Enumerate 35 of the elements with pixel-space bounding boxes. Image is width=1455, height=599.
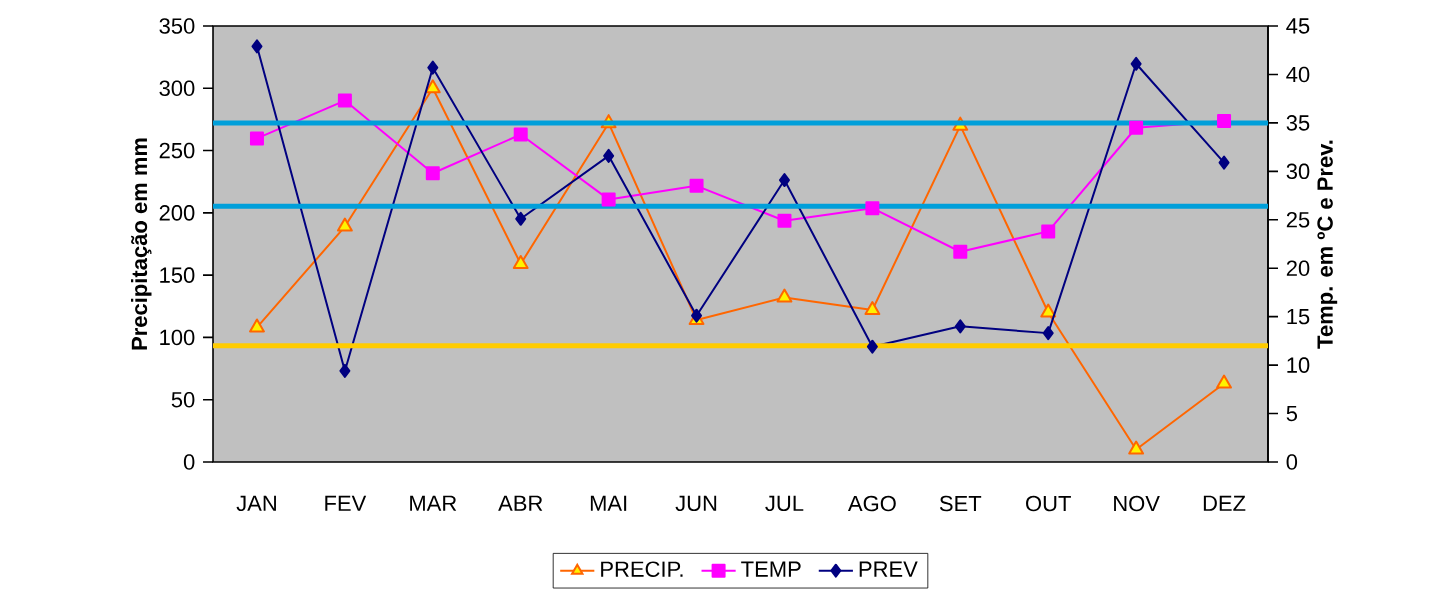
- y2-tick-label: 25: [1286, 212, 1310, 228]
- x-tick-label: JUN: [675, 495, 717, 512]
- x-tick-label: NOV: [1114, 495, 1160, 512]
- y2-axis-title: Temp. em ºC e Prev.: [1317, 140, 1338, 349]
- y-tick-label: 100: [160, 329, 195, 346]
- y-tick-label: 150: [160, 267, 195, 283]
- y-axis-title: Precipitação em mm: [131, 138, 152, 350]
- legend-label: TEMP: [741, 561, 801, 577]
- x-tick-label: SET: [939, 495, 982, 512]
- y-tick-label: 200: [159, 205, 195, 221]
- x-tick-label: OUT: [1026, 495, 1071, 512]
- x-tick-label: FEV: [325, 495, 367, 511]
- y-tick-label: 300: [159, 80, 195, 97]
- y-tick-label: 350: [159, 18, 195, 34]
- x-tick-label: DEZ: [1203, 495, 1246, 511]
- x-tick-label: JAN: [236, 495, 276, 512]
- x-tick-label: ABR: [498, 495, 543, 511]
- y2-tick-label: 35: [1286, 115, 1310, 131]
- y2-tick-label: 20: [1286, 260, 1310, 277]
- y-tick-label: 250: [159, 142, 195, 159]
- y-tick-label: 0: [183, 454, 195, 470]
- x-tick-label: MAR: [410, 495, 457, 511]
- y-tick-label: 50: [171, 391, 195, 408]
- x-tick-label: AGO: [847, 495, 896, 512]
- y2-tick-label: 0: [1286, 454, 1298, 470]
- y2-tick-label: 15: [1287, 309, 1310, 325]
- y2-tick-label: 40: [1286, 66, 1310, 83]
- x-tick-label: MAI: [590, 495, 627, 511]
- legend-label: PRECIP.: [601, 561, 683, 577]
- y2-tick-label: 45: [1286, 18, 1310, 34]
- legend-label: PREV: [859, 561, 918, 577]
- y2-tick-label: 30: [1286, 163, 1310, 180]
- x-tick-label: JUL: [765, 495, 804, 512]
- y2-tick-label: 10: [1287, 357, 1310, 373]
- y2-tick-label: 5: [1286, 405, 1298, 422]
